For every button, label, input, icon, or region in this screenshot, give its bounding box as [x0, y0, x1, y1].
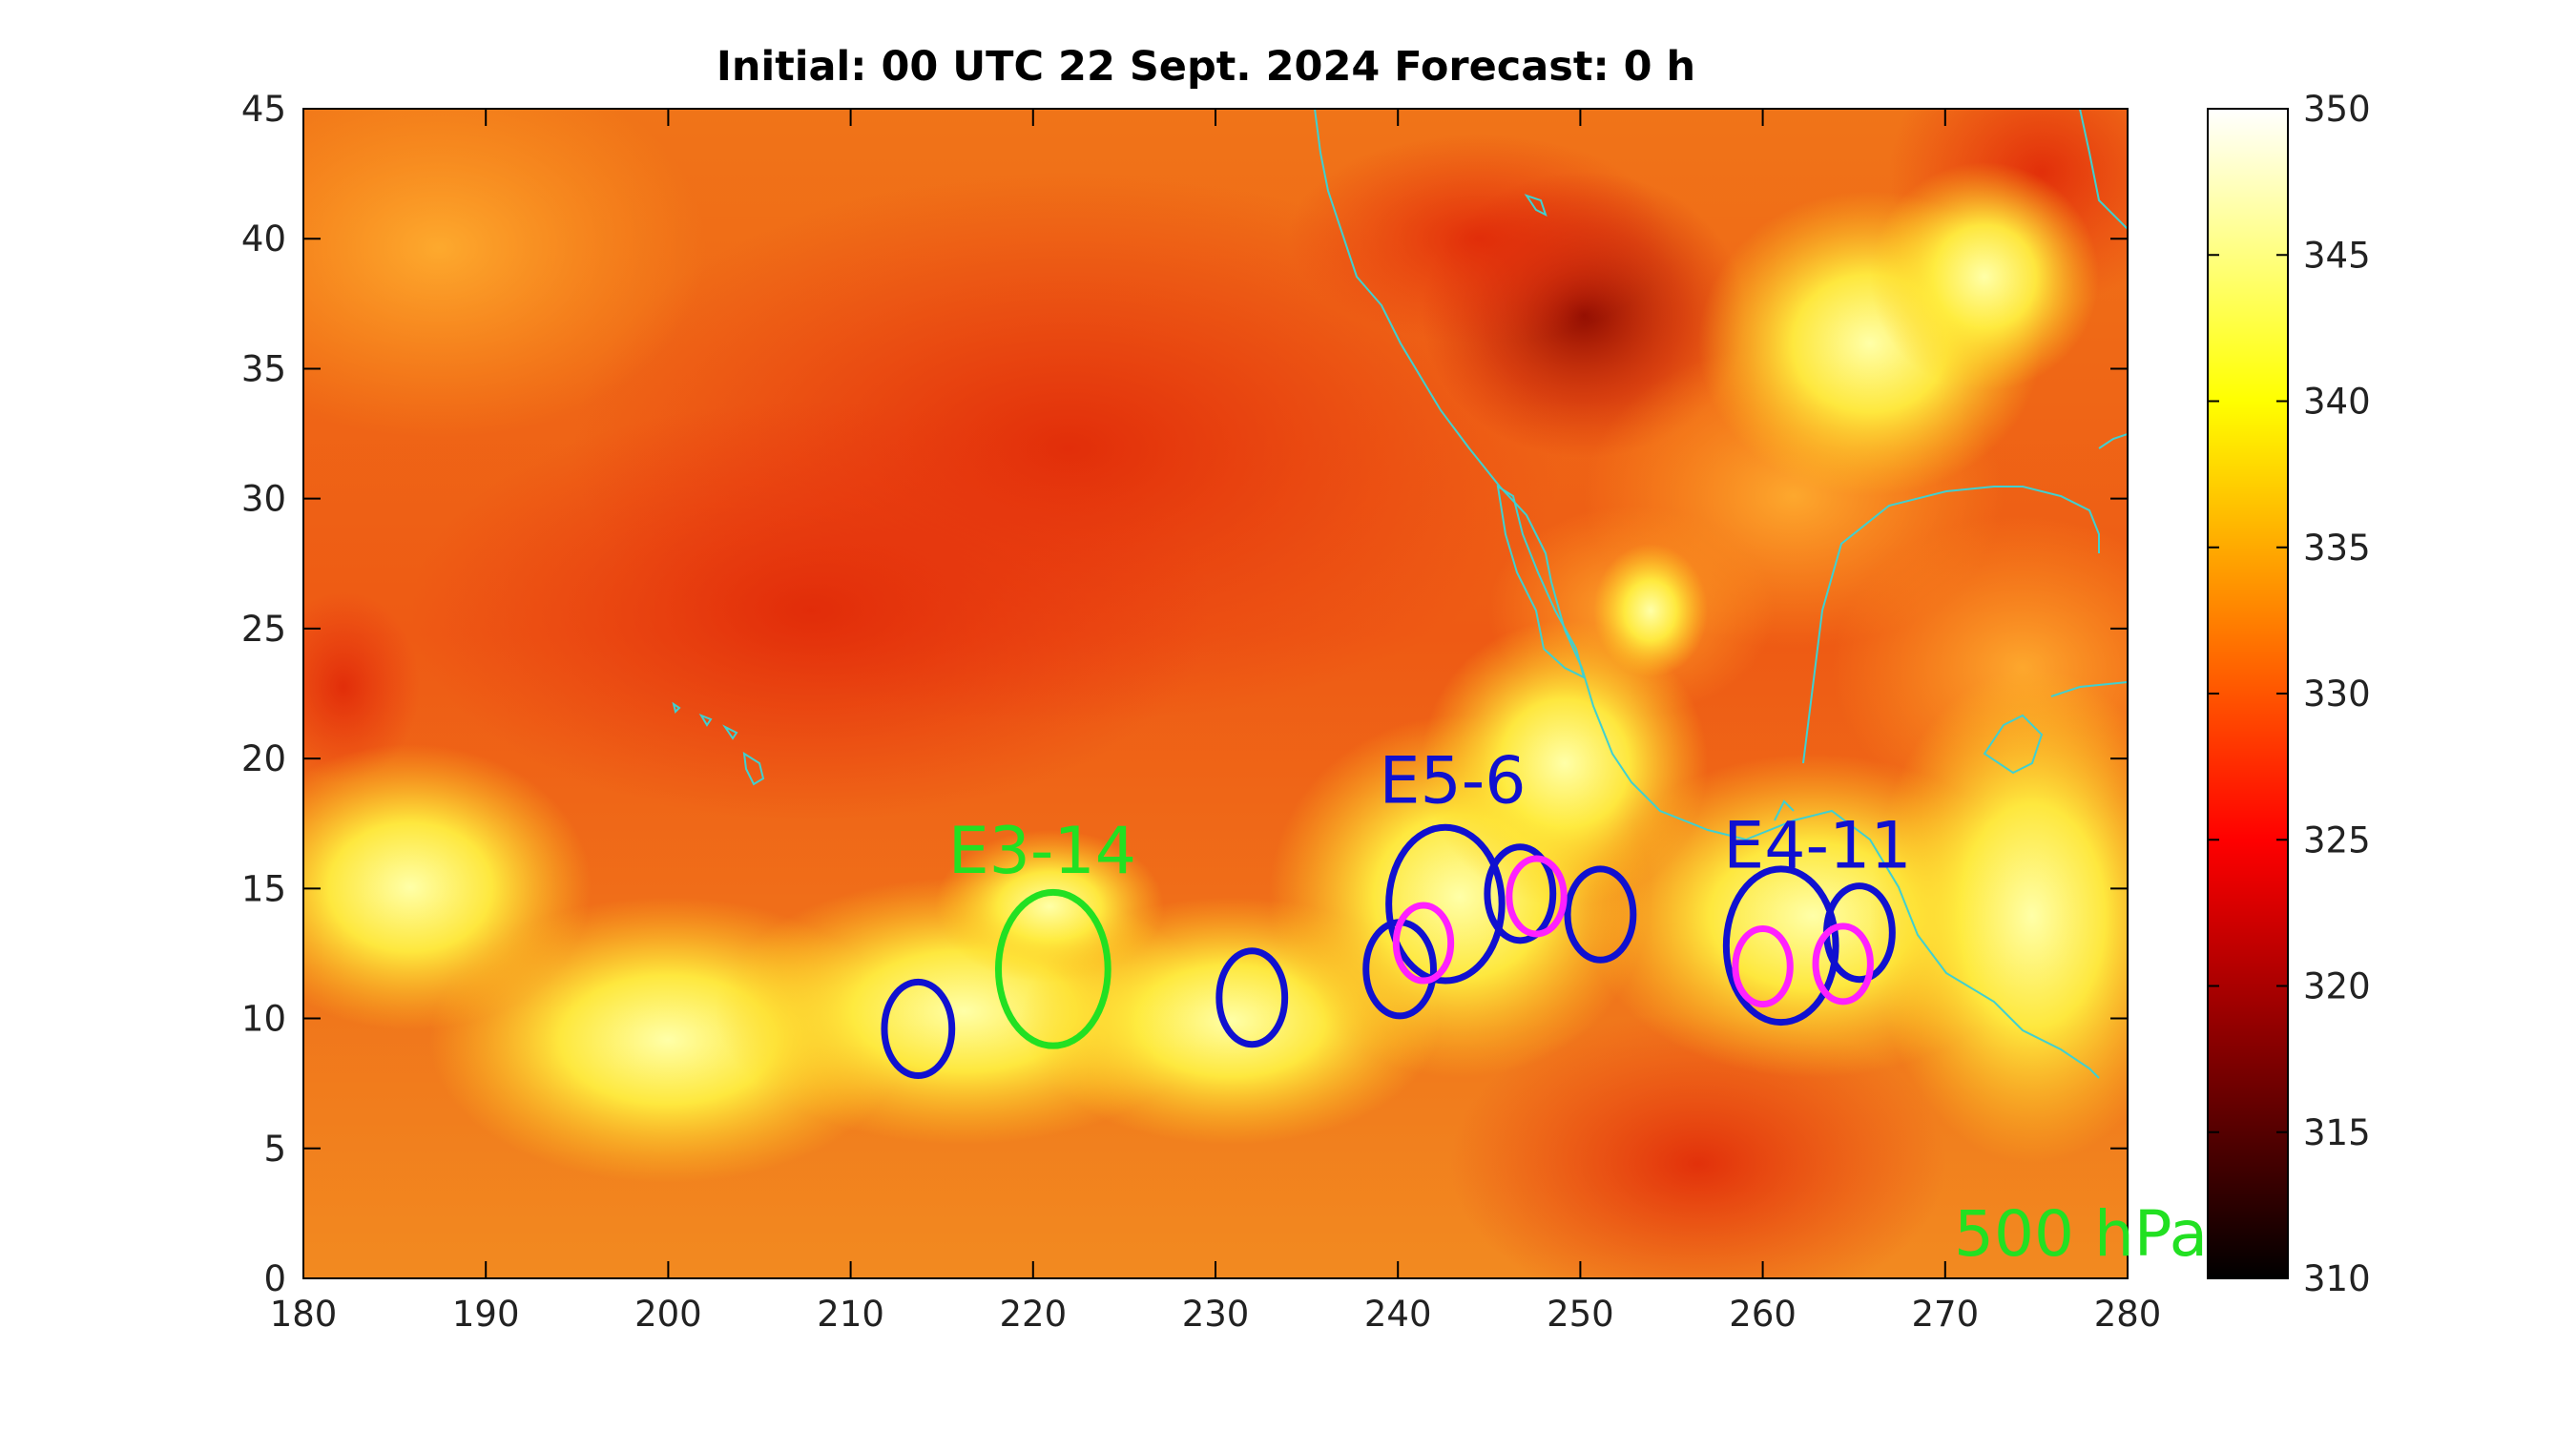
theta-e-field: [303, 109, 2128, 1278]
colorbar-tick-label: 315: [2303, 1112, 2371, 1153]
x-tick-label: 280: [2094, 1294, 2162, 1335]
system-label: E3-14: [948, 814, 1136, 889]
blue-circle-marker: [1215, 947, 1289, 1048]
magenta-circle-marker: [1392, 902, 1455, 985]
y-tick-label: 40: [241, 218, 286, 259]
x-tick-label: 190: [452, 1294, 520, 1335]
x-tick-label: 210: [817, 1294, 884, 1335]
colorbar-tick-label: 345: [2303, 235, 2371, 276]
blue-circle-marker: [1564, 865, 1637, 964]
x-tick-label: 250: [1547, 1294, 1614, 1335]
system-label: E5-6: [1380, 743, 1527, 819]
x-tick-label: 230: [1182, 1294, 1250, 1335]
y-tick-label: 20: [241, 738, 286, 779]
y-tick-label: 35: [241, 348, 286, 389]
x-tick-label: 220: [999, 1294, 1067, 1335]
colorbar-tick-label: 310: [2303, 1258, 2371, 1299]
y-tick-label: 10: [241, 999, 286, 1040]
level-label: 500 hPa: [1954, 1197, 2208, 1271]
magenta-circle-marker: [1506, 855, 1568, 938]
colorbar-ticks: 310 315 320 325 330 335 340 345 350: [2208, 89, 2371, 1299]
x-tick-label: 270: [1911, 1294, 1979, 1335]
colorbar: 310 315 320 325 330 335 340 345 350: [2207, 89, 2371, 1299]
y-tick-label: 0: [263, 1258, 286, 1299]
coastlines: [672, 109, 2128, 1079]
x-tick-label: 180: [270, 1294, 338, 1335]
green-circle-marker: [994, 888, 1111, 1049]
x-axis: 180 190 200 210 220 230 240 250 260 270 280: [270, 109, 2162, 1335]
colorbar-tick-label: 330: [2303, 674, 2371, 715]
system-label: E4-11: [1723, 809, 1911, 884]
x-tick-label: 240: [1364, 1294, 1432, 1335]
y-tick-label: 30: [241, 479, 286, 520]
y-tick-label: 25: [241, 609, 286, 650]
magenta-circle-marker: [1812, 923, 1874, 1006]
x-tick-label: 260: [1729, 1294, 1797, 1335]
colorbar-tick-label: 340: [2303, 382, 2371, 423]
y-tick-label: 5: [263, 1129, 286, 1170]
blue-circle-marker: [1484, 843, 1557, 944]
colorbar-tick-label: 335: [2303, 528, 2371, 569]
colorbar-tick-label: 325: [2303, 819, 2371, 861]
blue-circle-marker: [1722, 865, 1839, 1027]
figure-title: Initial: 00 UTC 22 Sept. 2024 Forecast: …: [717, 43, 1695, 91]
magenta-circle-marker: [1732, 925, 1794, 1008]
colorbar-gradient: [2207, 108, 2289, 1279]
x-tick-label: 200: [634, 1294, 702, 1335]
y-axis: 0 5 10 15 20 25 30 35 40 45: [241, 89, 2128, 1299]
y-tick-label: 45: [241, 89, 286, 130]
colorbar-tick-label: 350: [2303, 89, 2371, 130]
y-tick-label: 15: [241, 868, 286, 909]
system-markers: E3-14 E5-6 E4-11: [881, 743, 1912, 1079]
blue-circle-marker: [881, 978, 956, 1079]
blue-circle-marker: [1385, 823, 1506, 985]
colorbar-tick-label: 320: [2303, 966, 2371, 1007]
